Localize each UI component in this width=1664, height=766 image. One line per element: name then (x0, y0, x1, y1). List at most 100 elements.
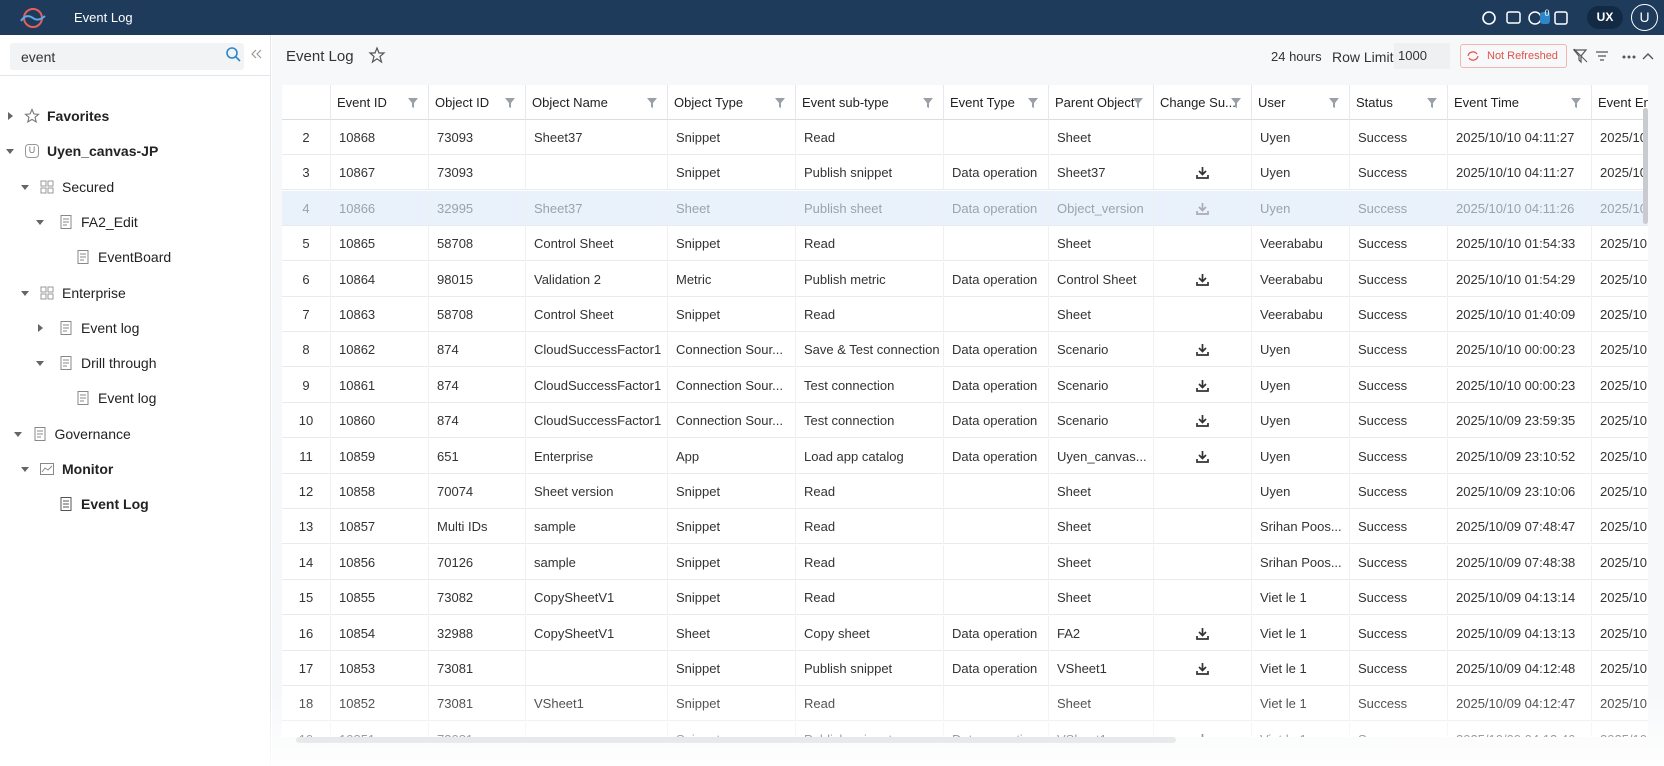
table-row[interactable] (282, 616, 1648, 651)
download-icon[interactable] (1196, 627, 1209, 640)
cell: 2025/10/10 04:11:26 (1448, 190, 1592, 226)
table-row[interactable] (282, 651, 1648, 686)
download-icon[interactable] (1196, 662, 1209, 675)
filter-icon[interactable] (1570, 97, 1582, 109)
table-row[interactable] (282, 332, 1648, 368)
tree-item[interactable]: Drill through (81, 355, 157, 372)
table-row[interactable] (282, 545, 1648, 580)
change-cell (1154, 438, 1252, 474)
tree-item[interactable]: Secured (62, 178, 115, 195)
table-row[interactable] (282, 580, 1648, 616)
tree-caret[interactable] (20, 288, 30, 298)
tree-item[interactable]: Monitor (62, 461, 114, 477)
tree-item[interactable]: Event log (98, 390, 157, 407)
tree-item[interactable]: Governance (54, 425, 131, 442)
table-row[interactable] (282, 297, 1648, 332)
table-row[interactable] (282, 155, 1648, 191)
workspace-badge[interactable]: UX (1587, 6, 1623, 29)
table-row[interactable] (282, 509, 1648, 545)
time-range[interactable]: 24 hours (1271, 49, 1322, 64)
cell: Object_version (1049, 190, 1154, 226)
refresh-button[interactable]: Not Refreshed (1460, 44, 1567, 68)
change-cell (1154, 190, 1252, 226)
table-row[interactable] (282, 474, 1648, 509)
column-header[interactable]: Parent Object (1049, 85, 1154, 120)
change-cell (1154, 651, 1252, 686)
cell: Viet le 1 (1252, 686, 1350, 722)
user-avatar[interactable]: U (1631, 4, 1658, 31)
vertical-scrollbar[interactable] (1643, 108, 1648, 224)
filter-icon[interactable] (774, 97, 786, 109)
favorite-star[interactable] (368, 46, 386, 64)
filter-icon[interactable] (1027, 97, 1039, 109)
tree-caret[interactable] (35, 217, 45, 227)
download-icon[interactable] (1196, 343, 1209, 357)
table-row[interactable] (282, 120, 1648, 155)
doc-icon (34, 426, 45, 441)
cell: 2025/10 (1592, 403, 1648, 438)
download-icon[interactable] (1196, 273, 1209, 286)
row-number: 6 (282, 261, 331, 297)
cell: Enterprise (526, 438, 668, 474)
column-header[interactable]: Object Name (526, 85, 668, 120)
tree-caret[interactable] (13, 429, 23, 439)
filter-icon[interactable] (407, 97, 419, 109)
cell: Sheet37 (1049, 155, 1154, 191)
filter-icon[interactable] (646, 97, 658, 109)
download-icon[interactable] (1196, 733, 1209, 737)
cell: 2025/10 (1592, 722, 1648, 737)
cell: 70074 (429, 474, 526, 509)
tree-caret[interactable] (35, 323, 45, 333)
download-icon[interactable] (1196, 379, 1209, 392)
download-icon[interactable] (1196, 450, 1209, 463)
column-header[interactable]: Object Type (668, 85, 796, 120)
horizontal-scrollbar[interactable] (296, 737, 1176, 743)
tree-item[interactable]: Event Log (81, 496, 149, 513)
row-number: 7 (282, 297, 331, 332)
table-row[interactable] (282, 226, 1648, 262)
table-row[interactable] (282, 403, 1648, 439)
tree-item[interactable]: Event log (81, 319, 140, 336)
filter-icon[interactable] (1328, 97, 1340, 109)
tree-caret[interactable] (5, 111, 15, 121)
column-header[interactable]: Event sub-type (796, 85, 944, 120)
tree-item[interactable]: FA2_Edit (81, 213, 138, 230)
table-row[interactable] (282, 368, 1648, 403)
download-icon[interactable] (1196, 166, 1209, 180)
tree-caret[interactable] (35, 358, 45, 368)
table-row[interactable] (282, 439, 1648, 474)
cell: Copy sheet (796, 615, 944, 651)
filter-icon[interactable] (504, 97, 516, 109)
column-header[interactable]: Event Time (1448, 85, 1592, 120)
download-icon[interactable] (1196, 202, 1209, 215)
tree-item[interactable]: Favorites (47, 108, 110, 124)
filter-icon[interactable] (1426, 97, 1438, 109)
tree-item[interactable]: Uyen_canvas-JP (47, 143, 159, 160)
tree-item[interactable]: EventBoard (98, 249, 172, 266)
table-row[interactable] (282, 262, 1648, 297)
row-limit-input[interactable]: 1000 (1394, 43, 1450, 69)
tree-caret[interactable] (20, 182, 30, 192)
cell: Publish snippet (796, 651, 944, 686)
toolbar-icons[interactable] (1572, 47, 1662, 65)
tree-caret[interactable] (5, 146, 15, 156)
cell: Sheet version (526, 474, 668, 509)
filter-icon[interactable] (1132, 97, 1144, 109)
table-row[interactable] (282, 190, 1648, 226)
column-header[interactable]: Event En (1592, 85, 1648, 120)
cell: Success (1350, 438, 1448, 474)
header-icons[interactable] (1480, 9, 1572, 27)
tree-item[interactable]: Enterprise (62, 284, 126, 301)
tree-caret[interactable] (20, 464, 30, 474)
cell: Veerababu (1252, 297, 1350, 332)
download-icon[interactable] (1196, 414, 1209, 428)
filter-icon[interactable] (922, 97, 934, 109)
search-box[interactable] (10, 43, 244, 70)
cell: Data operation (944, 403, 1049, 439)
logo[interactable] (16, 4, 48, 30)
search-icons[interactable] (225, 46, 265, 66)
cell: Publish snippet (796, 155, 944, 191)
filter-icon[interactable] (1230, 97, 1242, 109)
cell: Success (1350, 261, 1448, 297)
column-header[interactable]: Event Type (944, 85, 1049, 120)
